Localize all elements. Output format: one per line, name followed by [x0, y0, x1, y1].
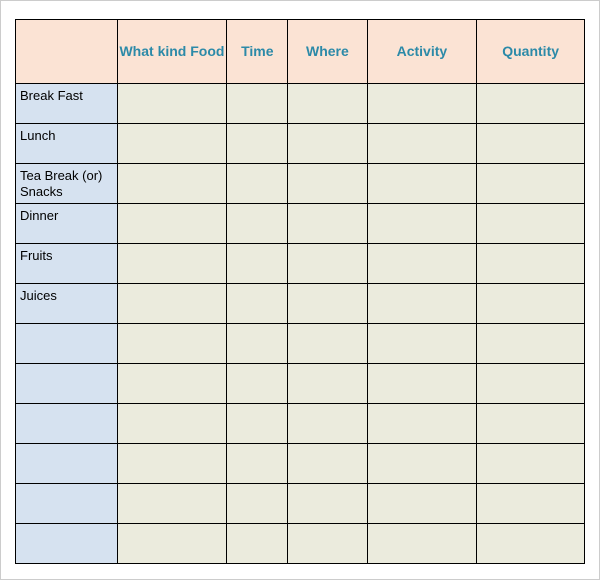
row-label: Lunch — [16, 124, 118, 164]
body-cell[interactable] — [117, 84, 227, 124]
body-cell[interactable] — [288, 484, 367, 524]
body-cell[interactable] — [367, 324, 477, 364]
body-cell[interactable] — [367, 164, 477, 204]
body-cell[interactable] — [477, 404, 585, 444]
body-cell[interactable] — [117, 324, 227, 364]
body-cell[interactable] — [477, 204, 585, 244]
row-label: Break Fast — [16, 84, 118, 124]
body-cell[interactable] — [367, 364, 477, 404]
body-cell[interactable] — [477, 364, 585, 404]
table-row: Break Fast — [16, 84, 585, 124]
body-cell[interactable] — [367, 204, 477, 244]
body-cell[interactable] — [367, 244, 477, 284]
body-cell[interactable] — [477, 484, 585, 524]
body-cell[interactable] — [477, 84, 585, 124]
table-row — [16, 484, 585, 524]
body-cell[interactable] — [227, 84, 288, 124]
body-cell[interactable] — [227, 164, 288, 204]
body-cell[interactable] — [367, 284, 477, 324]
row-label: Dinner — [16, 204, 118, 244]
body-cell[interactable] — [288, 84, 367, 124]
body-cell[interactable] — [117, 444, 227, 484]
row-label — [16, 524, 118, 564]
body-cell[interactable] — [227, 324, 288, 364]
table-row — [16, 404, 585, 444]
row-label: Fruits — [16, 244, 118, 284]
body-cell[interactable] — [227, 524, 288, 564]
row-label — [16, 364, 118, 404]
body-cell[interactable] — [477, 244, 585, 284]
body-cell[interactable] — [288, 364, 367, 404]
body-cell[interactable] — [117, 484, 227, 524]
header-blank — [16, 20, 118, 84]
header-where: Where — [288, 20, 367, 84]
page-container: What kind Food Time Where Activity Quant… — [0, 0, 600, 580]
body-cell[interactable] — [227, 244, 288, 284]
body-cell[interactable] — [117, 204, 227, 244]
body-cell[interactable] — [227, 204, 288, 244]
food-log-table: What kind Food Time Where Activity Quant… — [15, 19, 585, 564]
row-label — [16, 484, 118, 524]
header-quantity: Quantity — [477, 20, 585, 84]
body-cell[interactable] — [477, 444, 585, 484]
table-row: Tea Break (or) Snacks — [16, 164, 585, 204]
table-row — [16, 524, 585, 564]
body-cell[interactable] — [227, 284, 288, 324]
body-cell[interactable] — [288, 324, 367, 364]
row-label — [16, 404, 118, 444]
body-cell[interactable] — [117, 164, 227, 204]
body-cell[interactable] — [288, 524, 367, 564]
table-row: Lunch — [16, 124, 585, 164]
row-label: Juices — [16, 284, 118, 324]
table-header-row: What kind Food Time Where Activity Quant… — [16, 20, 585, 84]
body-cell[interactable] — [477, 324, 585, 364]
body-cell[interactable] — [227, 364, 288, 404]
header-time: Time — [227, 20, 288, 84]
body-cell[interactable] — [117, 524, 227, 564]
body-cell[interactable] — [367, 444, 477, 484]
body-cell[interactable] — [288, 444, 367, 484]
body-cell[interactable] — [117, 404, 227, 444]
body-cell[interactable] — [477, 124, 585, 164]
header-activity: Activity — [367, 20, 477, 84]
body-cell[interactable] — [117, 124, 227, 164]
body-cell[interactable] — [367, 484, 477, 524]
body-cell[interactable] — [227, 444, 288, 484]
table-row: Juices — [16, 284, 585, 324]
body-cell[interactable] — [227, 124, 288, 164]
table-row — [16, 364, 585, 404]
body-cell[interactable] — [288, 404, 367, 444]
body-cell[interactable] — [227, 404, 288, 444]
body-cell[interactable] — [477, 164, 585, 204]
body-cell[interactable] — [227, 484, 288, 524]
body-cell[interactable] — [117, 244, 227, 284]
table-row: Dinner — [16, 204, 585, 244]
body-cell[interactable] — [117, 284, 227, 324]
row-label — [16, 444, 118, 484]
body-cell[interactable] — [367, 124, 477, 164]
body-cell[interactable] — [477, 284, 585, 324]
row-label: Tea Break (or) Snacks — [16, 164, 118, 204]
table-body: Break Fast Lunch Tea Break (or) Snacks — [16, 84, 585, 564]
body-cell[interactable] — [288, 284, 367, 324]
body-cell[interactable] — [367, 524, 477, 564]
body-cell[interactable] — [288, 204, 367, 244]
row-label — [16, 324, 118, 364]
body-cell[interactable] — [477, 524, 585, 564]
body-cell[interactable] — [288, 124, 367, 164]
body-cell[interactable] — [367, 404, 477, 444]
body-cell[interactable] — [288, 164, 367, 204]
body-cell[interactable] — [367, 84, 477, 124]
body-cell[interactable] — [117, 364, 227, 404]
table-row — [16, 444, 585, 484]
table-row — [16, 324, 585, 364]
body-cell[interactable] — [288, 244, 367, 284]
header-what-kind-food: What kind Food — [117, 20, 227, 84]
table-row: Fruits — [16, 244, 585, 284]
